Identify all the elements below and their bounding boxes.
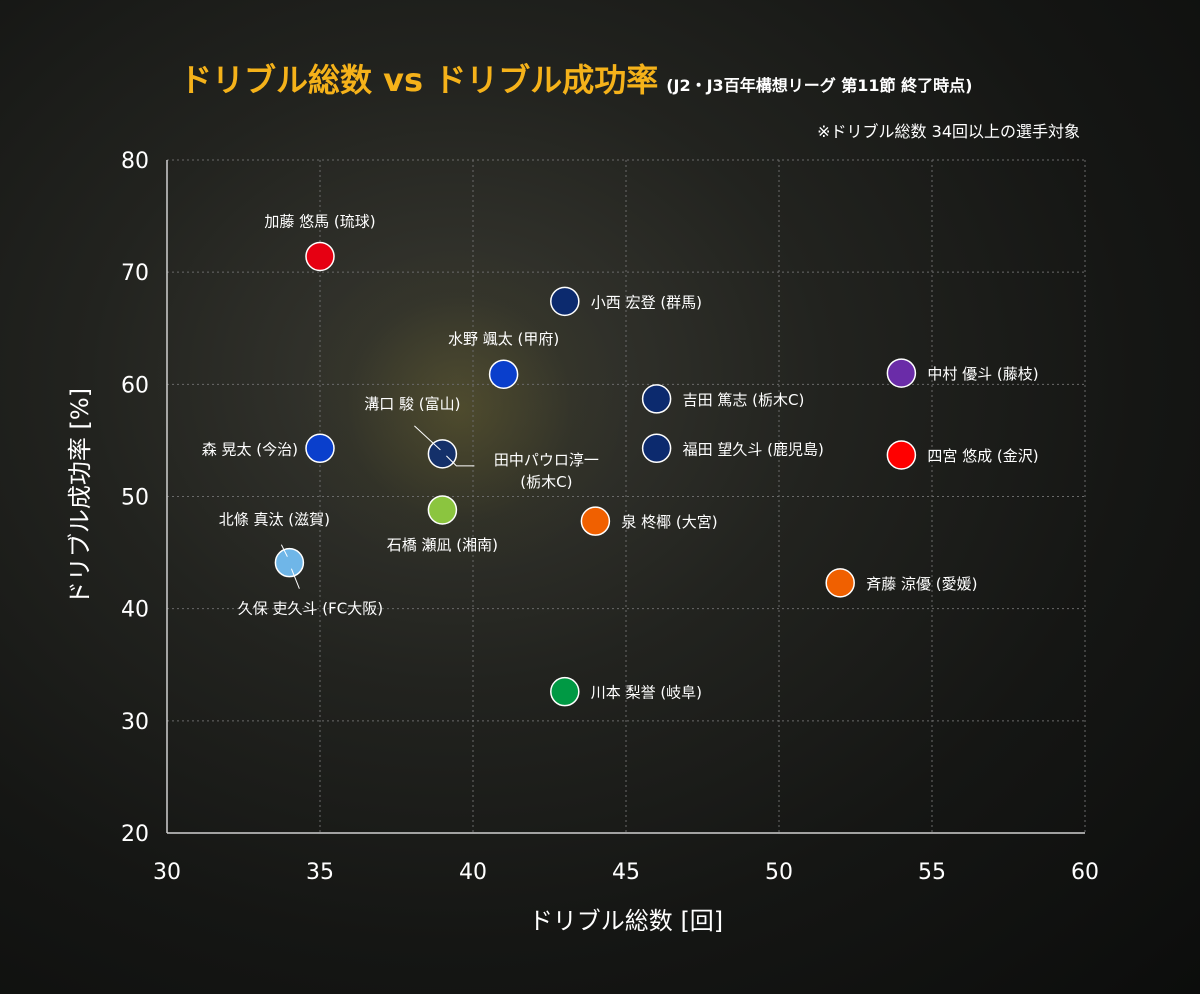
data-label: 小西 宏登 (群馬) — [591, 293, 702, 311]
chart-subtitle: (J2・J3百年構想リーグ 第11節 終了時点) — [666, 76, 973, 95]
data-point — [825, 568, 855, 598]
data-label: 四宮 悠成 (金沢) — [927, 447, 1038, 465]
data-point — [641, 384, 672, 414]
data-label-line: 石橋 瀬凪 (湘南) — [387, 536, 498, 554]
data-point — [550, 676, 580, 707]
data-label: 田中パウロ淳一 (栃木C) — [494, 451, 599, 491]
data-label: 加藤 悠馬 (琉球) — [264, 212, 375, 230]
data-label-line: 斉藤 涼優 (愛媛) — [866, 575, 977, 593]
y-tick-label: 70 — [121, 261, 149, 286]
data-label: 久保 吏久斗 (FC大阪) — [238, 600, 383, 618]
x-tick-label: 55 — [918, 860, 946, 885]
leader-line — [280, 544, 288, 557]
data-point — [305, 433, 335, 464]
data-label: 福田 望久斗 (鹿児島) — [683, 440, 824, 458]
x-tick-label: 45 — [612, 860, 640, 885]
data-point — [488, 359, 519, 389]
y-tick-label: 80 — [121, 149, 149, 174]
data-label-line: 中村 優斗 (藤枝) — [927, 365, 1038, 383]
leader-line — [290, 568, 300, 589]
data-label-line: 水野 颯太 (甲府) — [448, 330, 559, 348]
data-point — [427, 439, 458, 469]
chart-note: ※ドリブル総数 34回以上の選手対象 — [817, 122, 1080, 141]
data-label: 川本 梨誉 (岐阜) — [591, 684, 702, 702]
data-label-line: 田中パウロ淳一 — [494, 451, 599, 469]
x-tick-label: 40 — [459, 860, 487, 885]
y-axis-label: ドリブル成功率 [%] — [66, 388, 94, 605]
x-tick-label: 50 — [765, 860, 793, 885]
x-tick-label: 30 — [153, 860, 181, 885]
x-tick-label: 35 — [306, 860, 334, 885]
data-label-line: 吉田 篤志 (栃木C) — [683, 391, 805, 409]
data-label-line: 久保 吏久斗 (FC大阪) — [238, 600, 383, 618]
x-axis-label: ドリブル総数 [回] — [529, 907, 723, 935]
x-tick-label: 60 — [1071, 860, 1099, 885]
data-point — [274, 547, 305, 578]
data-label: 北條 真汰 (滋賀) — [219, 511, 330, 529]
data-label-line: 川本 梨誉 (岐阜) — [591, 684, 702, 702]
data-label-line: 溝口 駿 (富山) — [364, 395, 460, 413]
data-label-line: 森 晃太 (今治) — [202, 440, 298, 458]
y-tick-label: 40 — [121, 598, 149, 623]
chart-title: ドリブル総数 vs ドリブル成功率 (J2・J3百年構想リーグ 第11節 終了時点… — [180, 55, 1180, 101]
data-point — [305, 241, 335, 272]
data-label-line: 福田 望久斗 (鹿児島) — [683, 440, 824, 458]
data-label: 水野 颯太 (甲府) — [448, 330, 559, 348]
data-label: 中村 優斗 (藤枝) — [927, 365, 1038, 383]
data-label: 溝口 駿 (富山) — [364, 395, 460, 413]
data-label: 斉藤 涼優 (愛媛) — [866, 575, 977, 593]
y-tick-label: 20 — [121, 822, 149, 847]
data-label: 泉 柊椰 (大宮) — [621, 513, 717, 531]
data-label: 森 晃太 (今治) — [202, 440, 298, 458]
data-label-line: 小西 宏登 (群馬) — [591, 293, 702, 311]
data-point — [886, 358, 917, 388]
chart-title-main: ドリブル総数 vs ドリブル成功率 — [180, 61, 659, 99]
data-point — [886, 440, 917, 470]
data-label-line: 北條 真汰 (滋賀) — [219, 511, 330, 529]
data-point — [580, 506, 611, 536]
y-tick-label: 50 — [121, 486, 149, 511]
data-point — [641, 433, 672, 464]
leader-line — [414, 425, 441, 451]
data-label-line: (栃木C) — [520, 473, 572, 491]
y-tick-label: 30 — [121, 710, 149, 735]
data-label-line: 四宮 悠成 (金沢) — [927, 447, 1038, 465]
data-label-line: 加藤 悠馬 (琉球) — [264, 212, 375, 230]
data-label: 吉田 篤志 (栃木C) — [683, 391, 805, 409]
y-tick-label: 60 — [121, 373, 149, 398]
leader-line — [446, 455, 475, 467]
data-label: 石橋 瀬凪 (湘南) — [387, 536, 498, 554]
data-point — [550, 286, 580, 317]
data-point — [427, 495, 458, 525]
data-label-line: 泉 柊椰 (大宮) — [621, 513, 717, 531]
